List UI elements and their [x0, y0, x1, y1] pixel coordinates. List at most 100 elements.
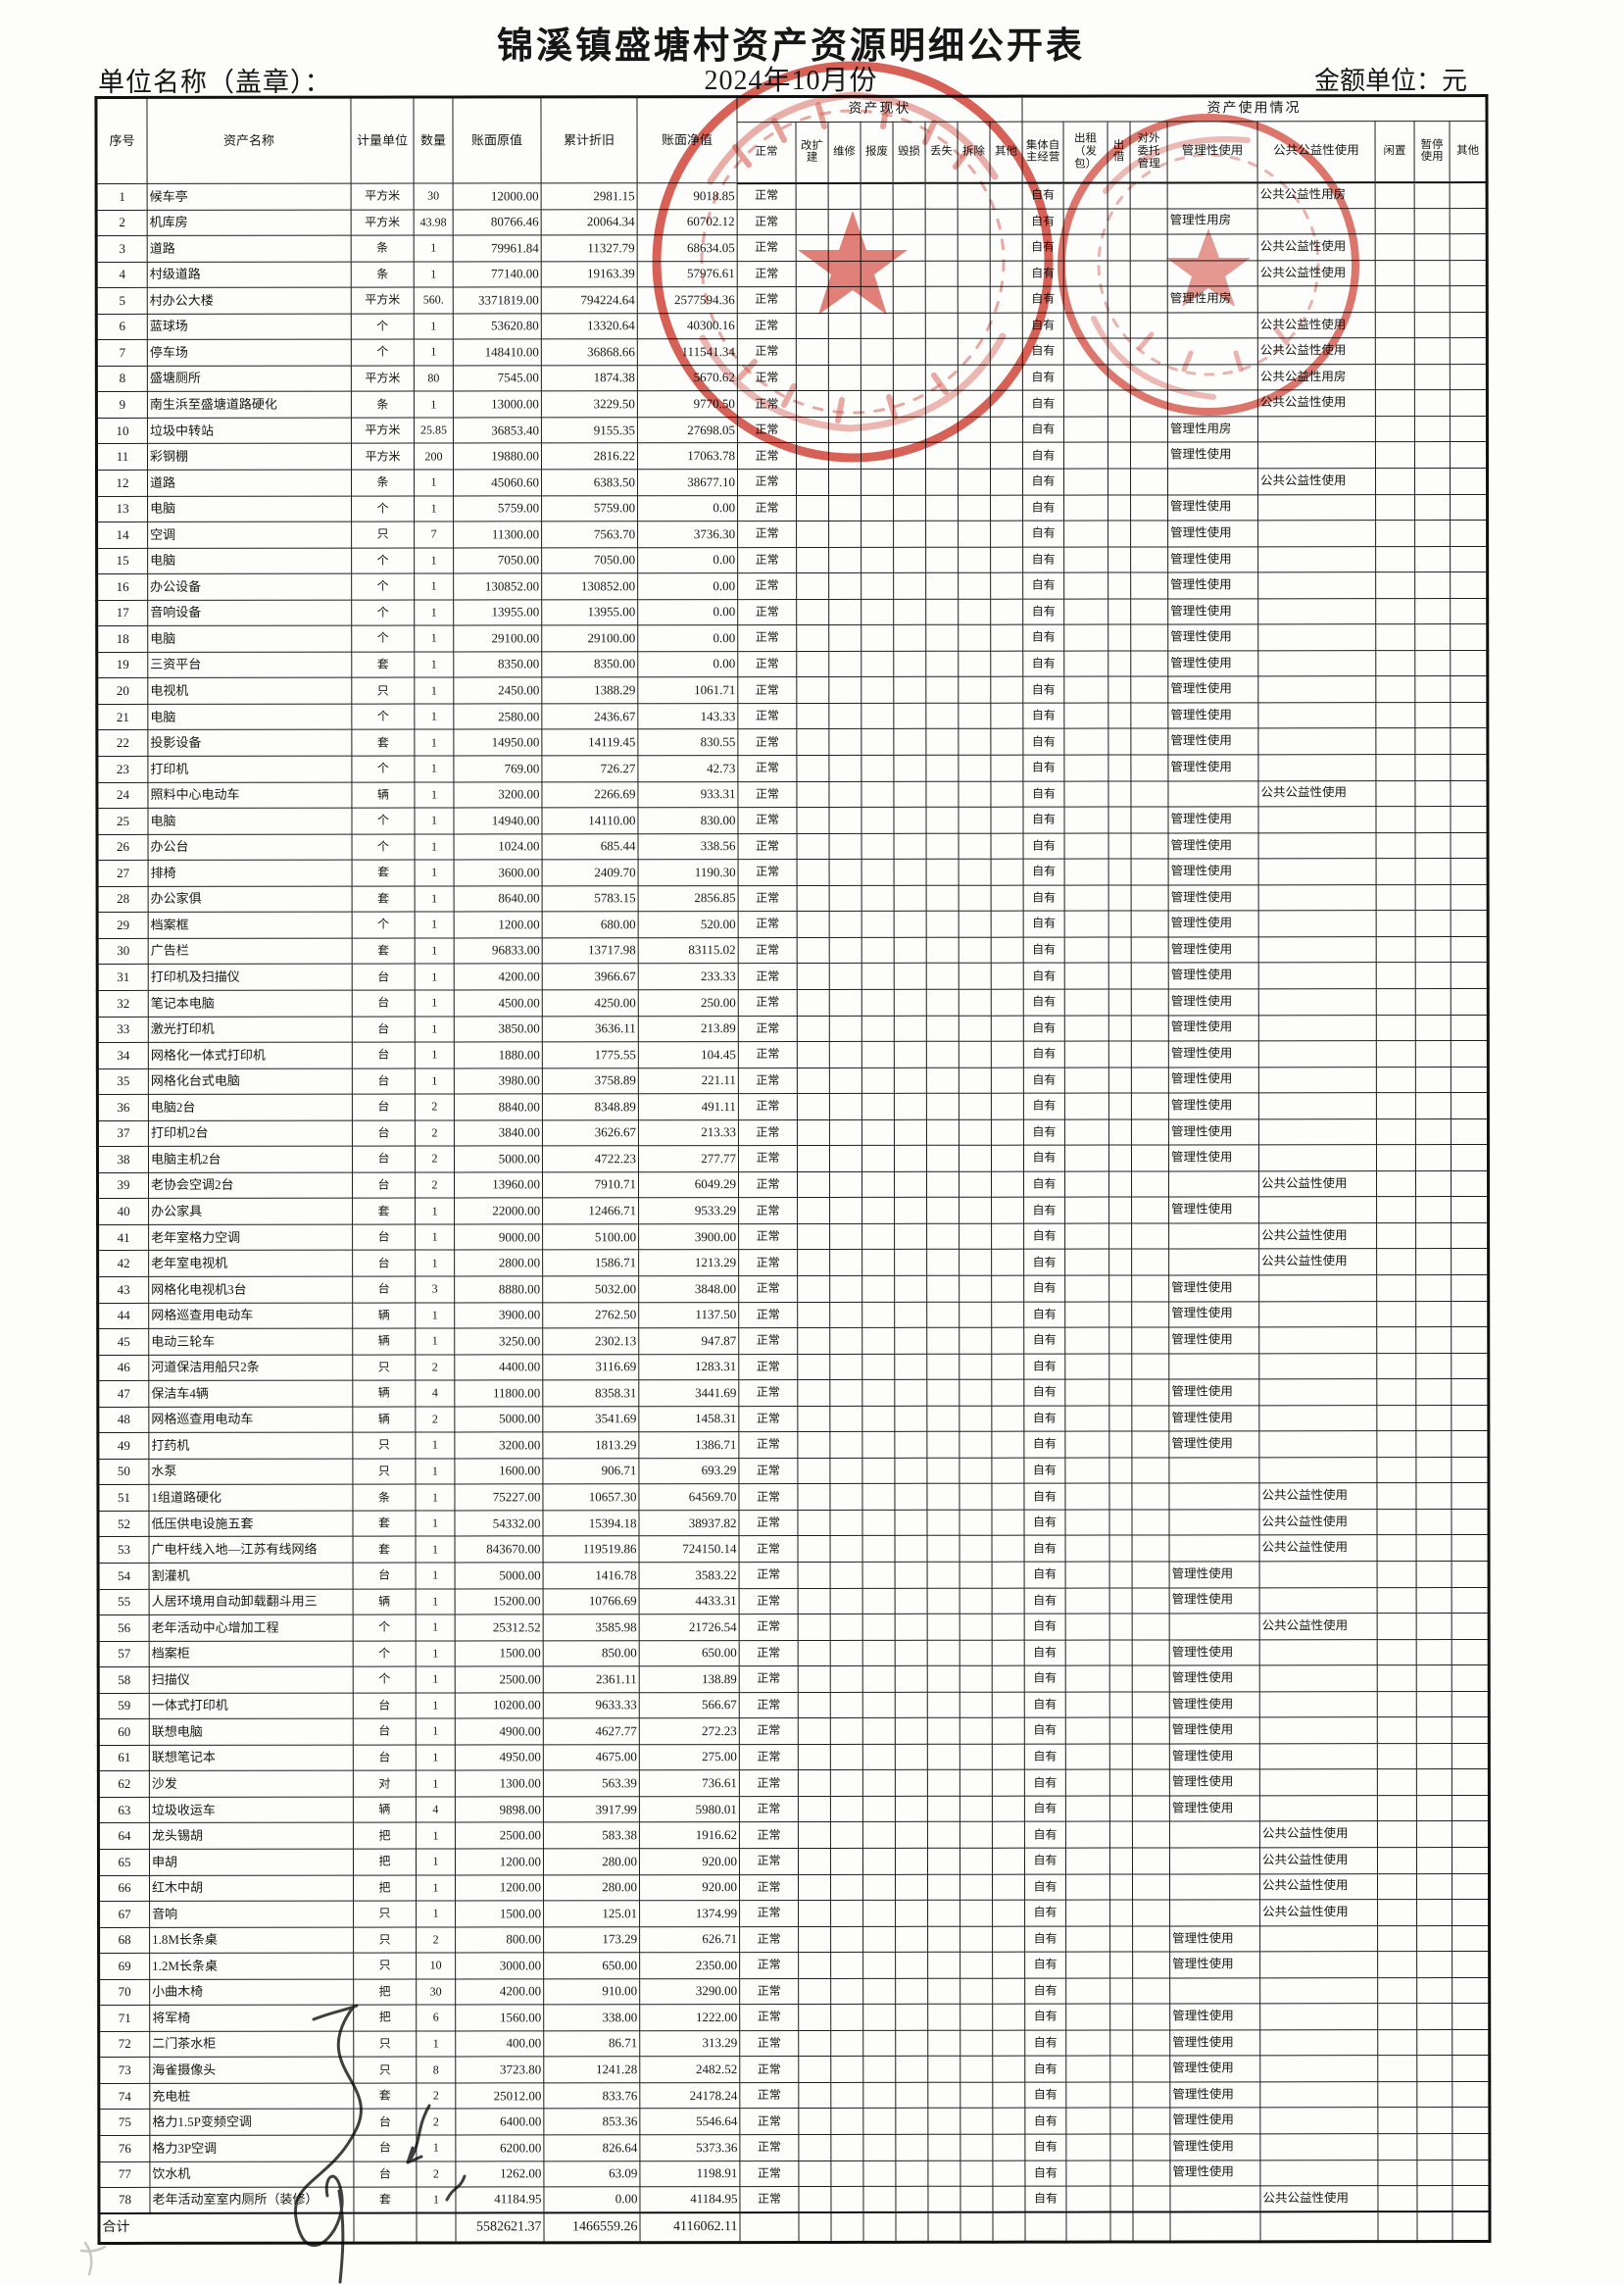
cell-status-empty — [861, 624, 894, 652]
cell-collective-ownership: 自有 — [1024, 1717, 1066, 1744]
table-row: 50 水泵只 1 1600.00 906.71 693.29 正常 自有 — [97, 1457, 1489, 1485]
cell-status-empty — [797, 1041, 830, 1068]
table-row: 25 电脑个 1 14940.00 14110.00 830.00 正常 自有 管理性使用 — [96, 806, 1489, 835]
cell-original-value: 1300.00 — [455, 1770, 544, 1797]
cell-collective-ownership: 自有 — [1022, 598, 1064, 625]
cell-collective-ownership: 自有 — [1022, 364, 1064, 391]
cell-unit: 套 — [351, 729, 415, 757]
sub-col-header: 正常 — [737, 122, 797, 183]
cell-collective-ownership: 自有 — [1023, 1483, 1065, 1511]
cell-net-value: 213.89 — [638, 1016, 739, 1042]
cell-qty: 1 — [416, 1874, 456, 1902]
cell-status-empty — [861, 1379, 895, 1407]
total-empty — [416, 2212, 457, 2243]
cell-status-empty — [798, 1926, 831, 1953]
cell-public-welfare-use — [1258, 1118, 1377, 1146]
cell-seq: 65 — [98, 1849, 150, 1876]
cell-qty: 1 — [415, 912, 455, 938]
cell-status-normal: 正常 — [737, 261, 797, 287]
cell-usage-empty — [1414, 285, 1451, 313]
cell-usage-empty — [1375, 780, 1415, 807]
cell-usage-empty — [1377, 2081, 1417, 2109]
cell-management-use: 管理性使用 — [1169, 2029, 1260, 2057]
cell-usage-empty — [1415, 1326, 1452, 1354]
cell-public-welfare-use — [1257, 520, 1376, 547]
cell-collective-ownership: 自有 — [1022, 234, 1064, 261]
cell-status-empty — [925, 286, 959, 314]
cell-usage-empty — [1065, 1952, 1110, 1978]
cell-status-empty — [895, 2186, 928, 2213]
cell-original-value: 53620.80 — [453, 313, 542, 340]
cell-status-empty — [829, 1431, 862, 1459]
cell-usage-empty — [1415, 1196, 1452, 1223]
cell-status-empty — [797, 885, 830, 912]
cell-status-empty — [861, 599, 894, 625]
cell-net-value: 5670.62 — [637, 365, 738, 392]
cell-original-value: 79961.84 — [453, 234, 542, 262]
cell-status-empty — [895, 1587, 928, 1614]
cell-management-use: 管理性使用 — [1167, 572, 1258, 599]
cell-usage-empty — [1375, 389, 1415, 417]
cell-asset-name: 道路 — [147, 470, 352, 496]
cell-asset-name: 电动三轮车 — [148, 1328, 353, 1356]
cell-status-empty — [796, 807, 830, 834]
cell-status-empty — [861, 703, 894, 729]
cell-status-empty — [830, 2004, 863, 2031]
cell-usage-empty — [1451, 936, 1489, 963]
cell-status-empty — [927, 2030, 960, 2057]
cell-status-empty — [992, 2108, 1025, 2135]
cell-usage-empty — [1451, 1015, 1489, 1041]
cell-status-empty — [830, 1587, 863, 1614]
cell-usage-empty — [1130, 234, 1168, 261]
cell-status-empty — [992, 1900, 1025, 1926]
cell-status-empty — [796, 547, 829, 573]
cell-accumulated-depreciation: 29100.00 — [541, 625, 638, 652]
cell-status-empty — [925, 703, 959, 729]
cell-status-empty — [960, 2186, 993, 2212]
sub-col-header: 报废 — [861, 122, 894, 183]
cell-usage-empty — [1063, 260, 1108, 287]
cell-public-welfare-use — [1258, 1326, 1377, 1354]
cell-status-empty — [927, 1614, 960, 1640]
cell-net-value: 1137.50 — [638, 1302, 739, 1328]
cell-collective-ownership: 自有 — [1024, 1977, 1066, 2005]
cell-original-value: 4900.00 — [455, 1718, 544, 1745]
cell-usage-empty — [1415, 1509, 1452, 1536]
cell-status-normal: 正常 — [738, 989, 798, 1017]
cell-status-empty — [796, 521, 829, 548]
cell-usage-empty — [1377, 1899, 1417, 1926]
cell-unit: 把 — [353, 1849, 417, 1875]
cell-management-use — [1167, 468, 1258, 495]
cell-status-empty — [861, 780, 894, 808]
cell-original-value: 14940.00 — [453, 807, 543, 834]
cell-collective-ownership: 自有 — [1024, 1925, 1066, 1953]
cell-usage-empty — [1132, 1925, 1170, 1953]
cell-status-empty — [798, 1769, 831, 1797]
cell-usage-empty — [1416, 1561, 1452, 1588]
cell-status-empty — [862, 2186, 896, 2213]
cell-status-empty — [798, 1535, 831, 1563]
cell-usage-empty — [1416, 1847, 1452, 1874]
cell-status-empty — [926, 1301, 960, 1328]
cell-status-empty — [893, 208, 926, 235]
cell-unit: 台 — [352, 1250, 416, 1277]
cell-net-value: 213.33 — [638, 1119, 739, 1146]
cell-status-empty — [990, 728, 1023, 756]
cell-public-welfare-use: 公共公益性使用 — [1259, 1899, 1378, 1926]
cell-management-use — [1167, 181, 1258, 209]
cell-usage-empty — [1452, 2160, 1490, 2186]
cell-unit: 套 — [353, 2187, 417, 2213]
cell-usage-empty — [1063, 416, 1108, 443]
cell-collective-ownership: 自有 — [1022, 572, 1064, 599]
cell-usage-empty — [1375, 702, 1415, 729]
cell-public-welfare-use — [1258, 858, 1377, 885]
cell-status-empty — [798, 2030, 831, 2057]
cell-usage-empty — [1107, 234, 1131, 261]
cell-net-value: 272.23 — [639, 1717, 740, 1745]
cell-net-value: 83115.02 — [638, 937, 739, 965]
cell-status-empty — [861, 1015, 895, 1042]
cell-collective-ownership: 自有 — [1022, 546, 1064, 573]
cell-accumulated-depreciation: 3585.98 — [543, 1614, 640, 1641]
cell-usage-empty — [1108, 832, 1132, 860]
